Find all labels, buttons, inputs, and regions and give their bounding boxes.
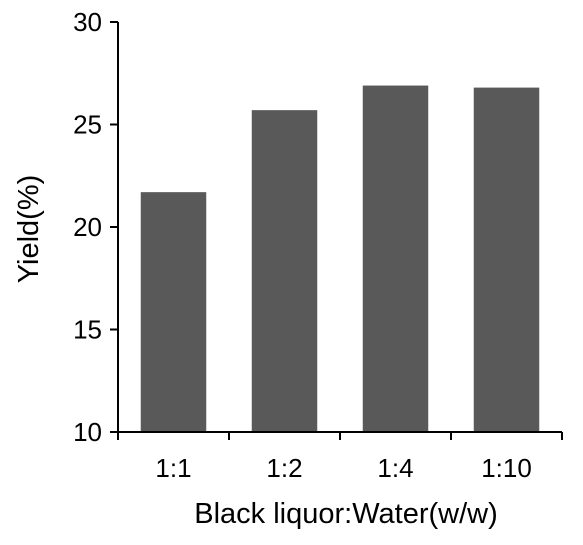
- y-tick-label: 15: [73, 315, 102, 345]
- bar-1-10: [473, 87, 540, 432]
- y-ticks-group: 10 15 20 25 30: [73, 7, 118, 447]
- x-tick-label: 1:2: [266, 453, 302, 483]
- x-tick-label: 1:1: [155, 453, 191, 483]
- x-axis-label: Black liquor:Water(w/w): [194, 498, 497, 530]
- x-tick-label: 1:4: [377, 453, 413, 483]
- x-tick-label: 1:10: [481, 453, 532, 483]
- y-tick-label: 20: [73, 212, 102, 242]
- bar-1-1: [140, 192, 207, 432]
- x-ticks-group: 1:1 1:2 1:4 1:10: [117, 432, 563, 483]
- bars-group: [140, 85, 540, 433]
- y-tick-label: 25: [73, 110, 102, 140]
- bar-1-4: [362, 85, 429, 433]
- y-axis-label: Yield(%): [13, 175, 45, 284]
- y-tick-label: 30: [73, 7, 102, 37]
- bar-1-2: [251, 110, 318, 433]
- y-tick-label: 10: [73, 417, 102, 447]
